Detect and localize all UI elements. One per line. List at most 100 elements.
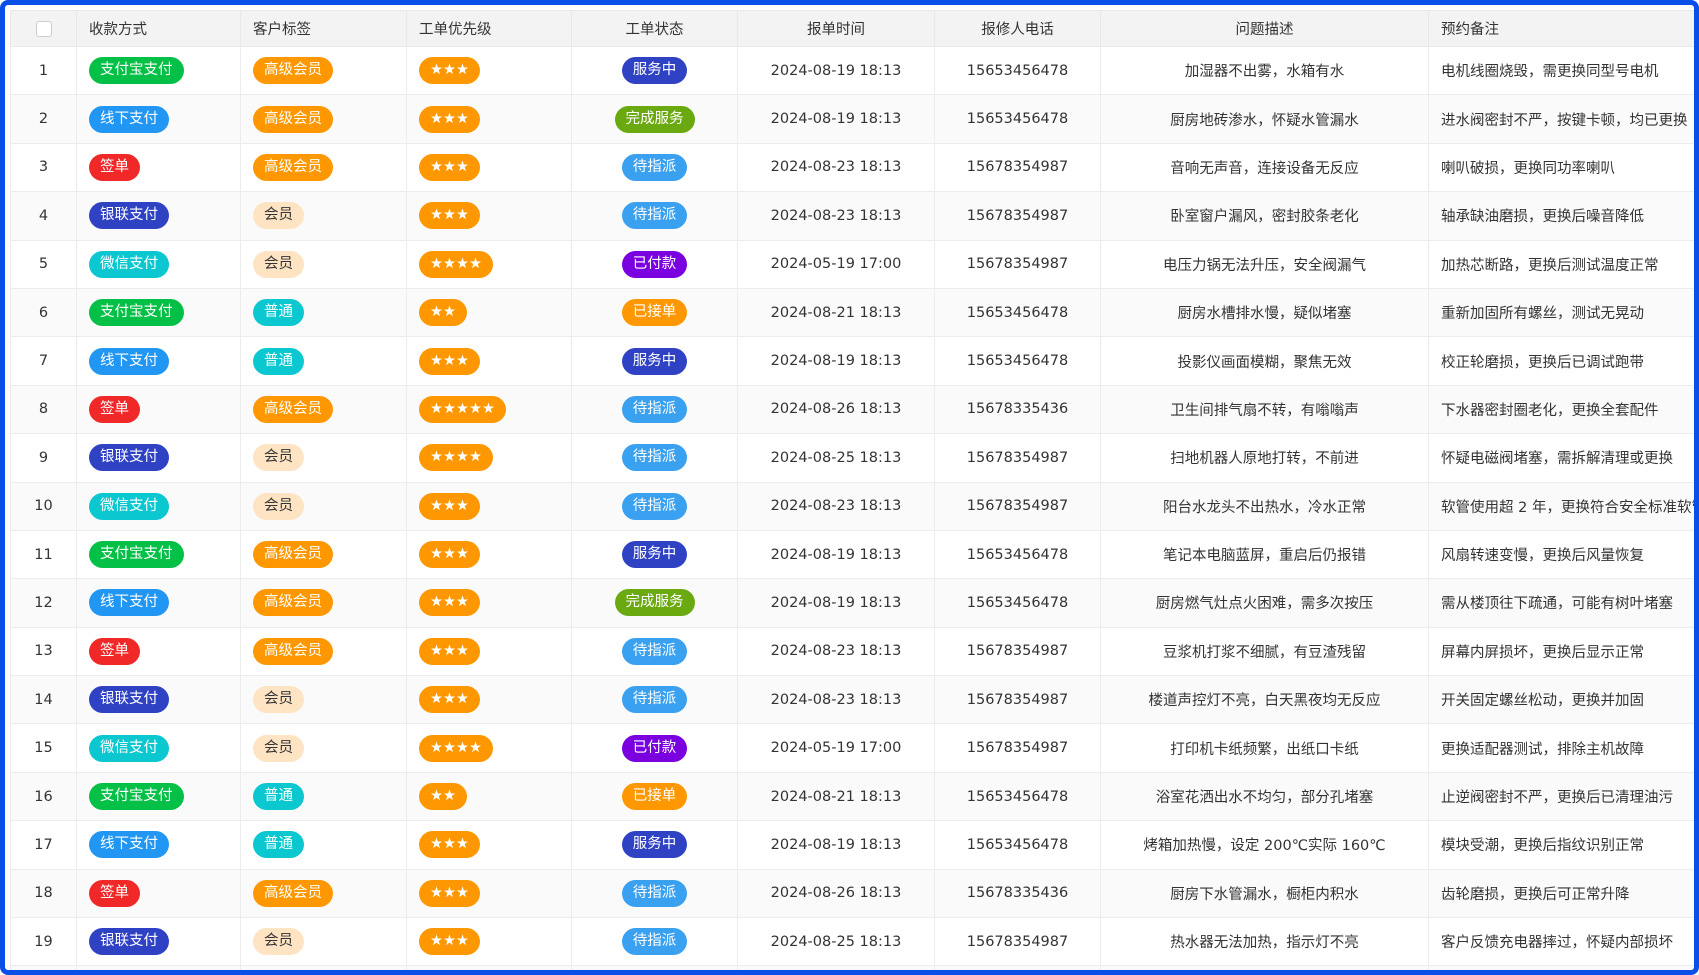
customer-tag-badge: 会员 xyxy=(253,202,304,230)
table-scroll-area[interactable]: 收款方式 客户标签 工单优先级 工单状态 报单时间 报修人电话 问题描述 预约备… xyxy=(10,10,1694,970)
phone-cell: 15678354987 xyxy=(934,723,1101,773)
table-row[interactable]: 4 银联支付 会员 ★★★ 待指派 2024-08-23 18:13 15678354987… xyxy=(10,191,1694,241)
header-note[interactable]: 预约备注 xyxy=(1428,10,1694,47)
tag-cell: 高级会员 xyxy=(240,868,407,919)
table-row[interactable]: 6 支付宝支付 普通 ★★ 已接单 2024-08-21 18:13 15653456478… xyxy=(10,287,1694,338)
table-row[interactable]: 1 支付宝支付 高级会员 ★★★ 服务中 2024-08-19 18:13 15653456… xyxy=(10,45,1694,96)
problem-description: 笔记本电脑蓝屏，重启后仍报错 xyxy=(1163,548,1366,565)
report-time: 2024-08-19 18:13 xyxy=(770,836,902,853)
phone: 15678335436 xyxy=(966,401,1069,418)
status-cell: 已接单 xyxy=(571,287,738,338)
header-phone[interactable]: 报修人电话 xyxy=(934,10,1101,47)
phone: 15653456478 xyxy=(966,353,1069,370)
tag-cell: 普通 xyxy=(240,287,407,338)
phone-cell: 15653456478 xyxy=(934,45,1101,96)
header-time[interactable]: 报单时间 xyxy=(737,10,935,47)
status-badge: 待指派 xyxy=(621,153,688,181)
tag-cell: 高级会员 xyxy=(240,384,407,435)
priority-cell: ★★★ xyxy=(406,142,572,193)
report-time: 2024-08-19 18:13 xyxy=(770,353,902,370)
table-row[interactable]: 5 微信支付 会员 ★★★★ 已付款 2024-05-19 17:00 1567835498… xyxy=(10,239,1694,289)
priority-stars-badge: ★★★ xyxy=(419,202,480,230)
desc-cell: 音响无声音，连接设备无反应 xyxy=(1100,142,1429,193)
customer-tag-badge: 普通 xyxy=(253,299,304,327)
note-cell: 电机线圈烧毁，需更换同型号电机 xyxy=(1428,45,1694,96)
table-row[interactable]: 9 银联支付 会员 ★★★★ 待指派 2024-08-25 18:13 1567835498… xyxy=(10,433,1694,483)
pay-method-badge: 签单 xyxy=(89,395,140,423)
desc-cell: 烤箱加热慢，设定 200℃实际 160℃ xyxy=(1100,820,1429,870)
report-time: 2024-05-19 17:00 xyxy=(770,256,902,273)
status-cell: 待指派 xyxy=(571,917,738,967)
phone: 15678354987 xyxy=(966,691,1069,708)
desc-cell: 投影仪画面模糊，聚焦无效 xyxy=(1100,336,1429,386)
desc-cell: 扫地机器人原地打转，不前进 xyxy=(1100,433,1429,483)
phone-cell: 15653456478 xyxy=(934,820,1101,870)
header-priority[interactable]: 工单优先级 xyxy=(406,10,572,47)
table-row[interactable]: 3 签单 高级会员 ★★★ 待指派 2024-08-23 18:13 15678354987… xyxy=(10,142,1694,193)
pay-cell: 签单 xyxy=(76,384,241,435)
time-cell: 2024-05-19 17:00 xyxy=(737,239,935,289)
tag-cell: 高级会员 xyxy=(240,142,407,193)
report-time: 2024-08-23 18:13 xyxy=(770,207,902,224)
desc-cell: 浴室花洒出水不均匀，部分孔堵塞 xyxy=(1100,771,1429,822)
pay-cell: 微信支付 xyxy=(76,723,241,773)
row-number: 8 xyxy=(38,401,49,418)
priority-cell: ★★★★ xyxy=(406,239,572,289)
table-row[interactable]: 13 签单 高级会员 ★★★ 待指派 2024-08-23 18:13 1567835498… xyxy=(10,626,1694,677)
time-cell: 2024-08-26 18:13 xyxy=(737,384,935,435)
header-tag[interactable]: 客户标签 xyxy=(240,10,407,47)
table-row[interactable]: 18 签单 高级会员 ★★★ 待指派 2024-08-26 18:13 1567833543… xyxy=(10,868,1694,919)
table-row[interactable]: 8 签单 高级会员 ★★★★★ 待指派 2024-08-26 18:13 156783354… xyxy=(10,384,1694,435)
table-row[interactable]: 19 银联支付 会员 ★★★ 待指派 2024-08-25 18:13 1567835498… xyxy=(10,917,1694,967)
note-cell: 客户反馈充电器摔过，怀疑内部损坏 xyxy=(1428,917,1694,967)
problem-description: 音响无声音，连接设备无反应 xyxy=(1170,160,1359,177)
table-row[interactable]: 12 线下支付 高级会员 ★★★ 完成服务 2024-08-19 18:13 1565345… xyxy=(10,578,1694,628)
priority-stars-badge: ★★★ xyxy=(419,347,480,375)
report-time: 2024-08-19 18:13 xyxy=(770,594,902,611)
table-row[interactable]: 11 支付宝支付 高级会员 ★★★ 服务中 2024-08-19 18:13 1565345… xyxy=(10,529,1694,580)
report-time: 2024-08-23 18:13 xyxy=(770,159,902,176)
priority-stars-badge: ★★★ xyxy=(419,105,480,133)
phone-cell: 15678354987 xyxy=(934,675,1101,725)
priority-cell: ★★★ xyxy=(406,675,572,725)
priority-stars-badge: ★★ xyxy=(419,783,467,811)
tag-cell: 会员 xyxy=(240,675,407,725)
time-cell: 2024-08-25 18:13 xyxy=(737,433,935,483)
table-row[interactable]: 2 线下支付 高级会员 ★★★ 完成服务 2024-08-19 18:13 15653456… xyxy=(10,94,1694,144)
desc-cell: 豆浆机打浆不细腻，有豆渣残留 xyxy=(1100,626,1429,677)
table-row[interactable]: 7 线下支付 普通 ★★★ 服务中 2024-08-19 18:13 15653456478… xyxy=(10,336,1694,386)
time-cell: 2024-08-25 18:13 xyxy=(737,917,935,967)
desc-cell: 厨房下水管漏水，橱柜内积水 xyxy=(1100,868,1429,919)
priority-cell: ★★ xyxy=(406,771,572,822)
table-row[interactable]: 15 微信支付 会员 ★★★★ 已付款 2024-05-19 17:00 156783549… xyxy=(10,723,1694,773)
status-badge: 待指派 xyxy=(621,395,688,423)
pay-cell: 微信支付 xyxy=(76,239,241,289)
customer-tag-badge: 高级会员 xyxy=(253,637,333,665)
table-row[interactable]: 16 支付宝支付 普通 ★★ 已接单 2024-08-21 18:13 1565345647… xyxy=(10,771,1694,822)
pay-cell: 签单 xyxy=(76,626,241,677)
select-all-checkbox[interactable] xyxy=(35,20,52,37)
desc-cell: 卫生间排气扇不转，有嗡嗡声 xyxy=(1100,384,1429,435)
work-order-table: 收款方式 客户标签 工单优先级 工单状态 报单时间 报修人电话 问题描述 预约备… xyxy=(10,10,1694,970)
row-number-cell: 18 xyxy=(10,868,77,919)
header-status[interactable]: 工单状态 xyxy=(571,10,738,47)
status-cell: 已付款 xyxy=(571,723,738,773)
table-row[interactable]: 10 微信支付 会员 ★★★ 待指派 2024-08-23 18:13 1567835498… xyxy=(10,481,1694,531)
row-number-cell: 9 xyxy=(10,433,77,483)
table-row[interactable]: 17 线下支付 普通 ★★★ 服务中 2024-08-19 18:13 1565345647… xyxy=(10,820,1694,870)
appointment-note: 校正轮磨损，更换后已调试跑带 xyxy=(1441,354,1644,371)
empty-cell xyxy=(1428,965,1694,970)
problem-description: 烤箱加热慢，设定 200℃实际 160℃ xyxy=(1143,838,1386,855)
appointment-note: 更换适配器测试，排除主机故障 xyxy=(1441,741,1644,758)
table-row[interactable]: 14 银联支付 会员 ★★★ 待指派 2024-08-23 18:13 1567835498… xyxy=(10,675,1694,725)
customer-tag-badge: 高级会员 xyxy=(253,879,333,907)
time-cell: 2024-08-19 18:13 xyxy=(737,820,935,870)
pay-cell: 银联支付 xyxy=(76,675,241,725)
problem-description: 楼道声控灯不亮，白天黑夜均无反应 xyxy=(1148,693,1381,710)
header-pay[interactable]: 收款方式 xyxy=(76,10,241,47)
desc-cell: 阳台水龙头不出热水，冷水正常 xyxy=(1100,481,1429,531)
header-desc[interactable]: 问题描述 xyxy=(1100,10,1429,47)
row-number-cell: 13 xyxy=(10,626,77,677)
priority-cell: ★★★ xyxy=(406,94,572,144)
phone-cell: 15653456478 xyxy=(934,578,1101,628)
